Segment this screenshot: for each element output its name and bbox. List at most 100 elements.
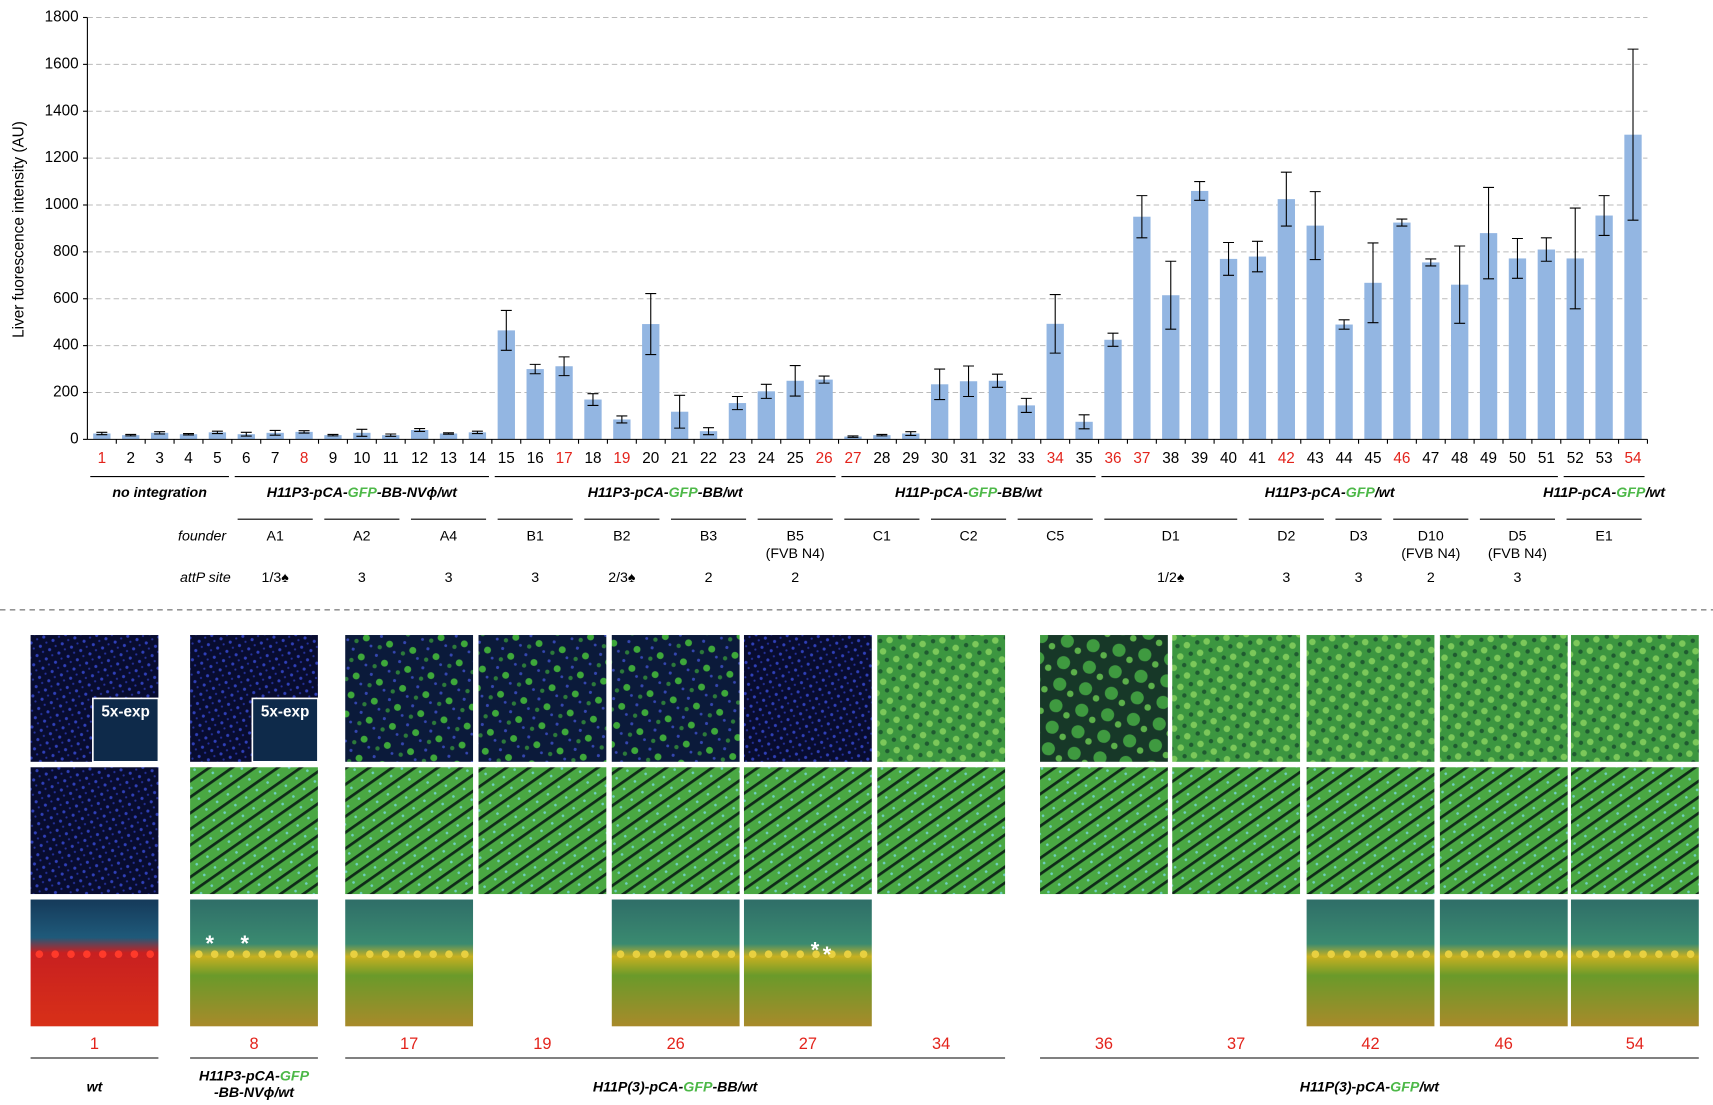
error-bar [1107,332,1119,347]
label-part: wt [87,1079,104,1095]
error-bar [703,427,714,436]
cell [114,950,123,958]
cell [1422,950,1431,958]
cell [195,950,203,958]
cell [35,950,44,958]
row-label: founder [178,528,227,544]
panel-group-label: H11P(3)-pCA-GFP-BB/wt [593,1079,759,1095]
bar [1277,199,1295,440]
micrograph [611,767,740,895]
error-bar [1223,241,1235,276]
error-bar [211,430,223,435]
bar [1104,339,1122,440]
attp-site: 3 [1355,570,1363,586]
group-label: H11P-pCA-GFP-BB/wt [895,485,1043,501]
x-tick-label: 24 [758,450,775,467]
y-tick-label: 1800 [45,9,79,26]
bar [497,330,515,440]
cell [98,950,107,958]
founder-label: A4 [440,528,457,544]
x-tick-label: 17 [556,450,573,467]
panel-label: 27 [799,1035,817,1053]
attp-site: 3 [1282,570,1290,586]
cell [1460,950,1469,958]
bar [1595,215,1613,440]
x-tick-label: 41 [1249,450,1266,467]
error-bar [818,375,830,384]
label-part: H11P3-pCA- [267,485,348,501]
cell [1406,950,1415,958]
x-tick-label: 46 [1393,450,1410,467]
bar [295,431,313,440]
bar [208,432,227,440]
bar [1624,134,1642,440]
x-tick-label: 16 [527,450,544,467]
bar [930,384,949,440]
cell [1555,950,1564,958]
panel-label: 26 [667,1035,685,1053]
error-bar [471,430,483,435]
error-bar [1540,237,1552,262]
founder-label: C1 [873,528,891,544]
bar [988,380,1007,440]
founder-note: (FVB N4) [766,546,825,562]
cell [210,950,219,958]
attp-site: 3 [1514,570,1522,586]
x-tick-label: 50 [1509,450,1526,467]
asterisk: * [205,931,214,956]
cell [429,950,437,958]
cell [290,950,298,958]
cell [680,950,688,958]
x-tick-label: 33 [1018,450,1035,467]
label-part: H11P(3)-pCA- [1300,1079,1391,1095]
cell [843,950,852,958]
micrograph [190,767,318,895]
cell [1390,950,1399,958]
bar [613,419,631,440]
x-tick-label: 44 [1336,450,1353,467]
bar [1422,262,1440,440]
inset-label: 5x-exp [101,704,149,721]
label-part: /wt [1374,485,1396,501]
error-bar [876,433,888,437]
micrograph [1306,635,1435,762]
bar [1479,233,1498,440]
x-tick-label: 2 [126,450,134,467]
bar [179,434,198,440]
label-part: GFP [1390,1079,1420,1095]
group-label: H11P3-pCA-GFP-BB-NVϕ/wt [267,485,458,501]
panel-label: 42 [1361,1035,1379,1053]
cell [242,950,251,958]
cell [1359,950,1367,958]
bar [757,391,775,440]
label-part: H11P-pCA- [895,485,968,501]
bar [93,433,111,440]
cell [664,950,672,958]
attp-site: 2 [705,570,713,586]
cell [780,950,789,958]
x-tick-label: 42 [1278,450,1295,467]
bar [902,433,920,440]
inset-label: 5x-exp [261,704,309,721]
cell [1655,950,1663,958]
founder-note: (FVB N4) [1401,546,1460,562]
error-bar [1511,237,1523,279]
error-bar [1136,195,1148,239]
error-bar [1598,195,1610,237]
bar [1508,258,1527,440]
error-bar [645,293,657,356]
group-label: H11P-pCA-GFP/wt [1543,485,1666,501]
x-tick-label: 37 [1133,450,1150,467]
founder-label: D2 [1277,528,1295,544]
panel-label: 54 [1626,1035,1644,1053]
founder-label: D3 [1349,528,1367,544]
bar [526,369,544,440]
x-tick-label: 25 [787,450,804,467]
bar [1162,295,1180,440]
bar [1075,421,1093,440]
cell [812,950,820,958]
error-bar [934,368,946,401]
bar [1190,190,1209,440]
x-tick-label: 12 [411,450,428,467]
cell [51,950,59,958]
